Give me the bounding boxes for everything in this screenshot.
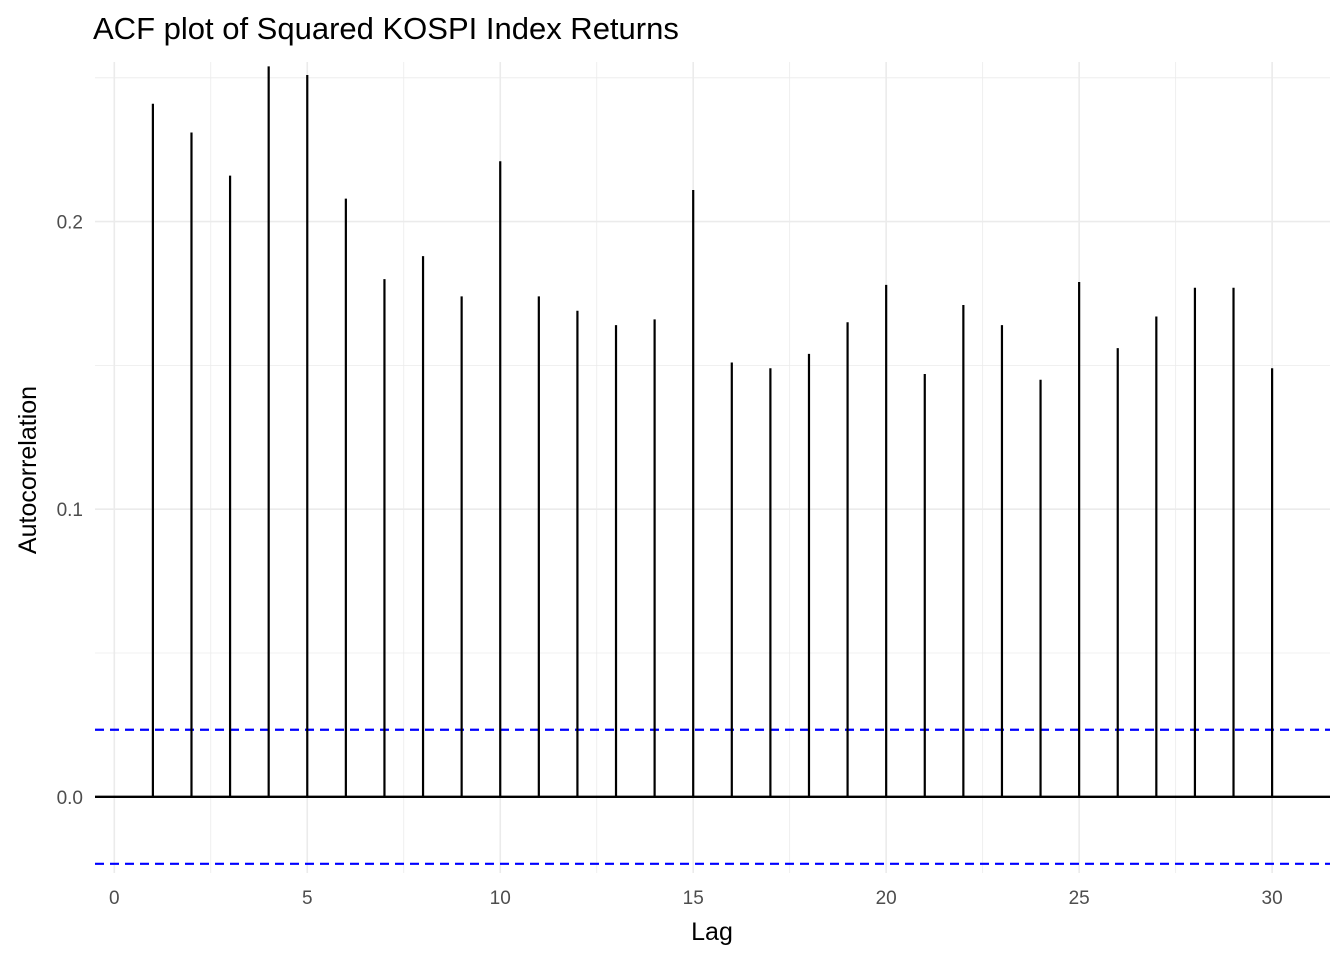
x-tick-label: 10: [490, 888, 511, 909]
y-tick-label: 0.1: [57, 500, 83, 521]
x-tick-label: 30: [1262, 888, 1283, 909]
x-tick-label: 25: [1069, 888, 1090, 909]
x-tick-label: 0: [109, 888, 120, 909]
x-tick-label: 20: [876, 888, 897, 909]
chart-title: ACF plot of Squared KOSPI Index Returns: [93, 11, 679, 46]
x-axis-label: Lag: [691, 918, 733, 946]
confidence-bounds: [95, 728, 1330, 865]
x-tick-label: 15: [683, 888, 704, 909]
tick-labels: 0.0 0.1 0.2 0 5 10 15 20 25 30: [57, 213, 1283, 909]
grid-lines: [95, 62, 1330, 873]
y-axis-label: Autocorrelation: [14, 386, 42, 554]
y-tick-label: 0.2: [57, 213, 83, 234]
acf-bars: [95, 66, 1330, 798]
x-tick-label: 5: [302, 888, 313, 909]
y-tick-label: 0.0: [57, 788, 83, 809]
